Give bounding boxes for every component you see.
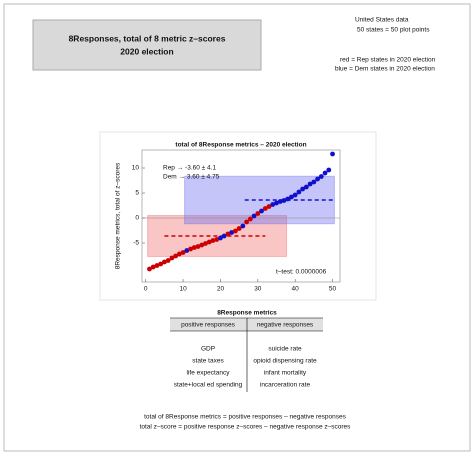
point: [285, 196, 291, 202]
y-tick-label: 5: [135, 190, 139, 197]
point: [240, 223, 246, 229]
point: [203, 241, 208, 246]
point: [214, 237, 220, 242]
y-axis-label: 8Response metrics, total of z–scores: [115, 162, 122, 269]
point: [274, 200, 279, 206]
point: [318, 174, 324, 179]
plot: 0 10 20 30 40 50 -5 0 5 10: [132, 149, 341, 293]
table-cell: suicide rate: [268, 346, 302, 353]
point: [326, 167, 332, 173]
annotation: Dem → 3.60 ± 4.75: [163, 174, 220, 181]
point: [225, 231, 231, 237]
point: [259, 208, 264, 214]
point: [296, 189, 302, 195]
table-header-bg: [170, 318, 323, 331]
header-box: [32, 19, 262, 71]
point: [266, 204, 272, 209]
point: [176, 251, 182, 257]
point: [150, 264, 156, 270]
note: United States data: [355, 17, 409, 24]
point: [300, 186, 306, 192]
point: [289, 194, 294, 200]
table-body: GDP suicide rate state taxes opioid dispens…: [174, 346, 317, 389]
point: [154, 263, 160, 268]
header-line: 2020 election: [120, 46, 173, 56]
point: [191, 245, 197, 250]
table-cell: state taxes: [192, 358, 224, 365]
y-tick-label: -5: [133, 240, 139, 247]
point: [180, 250, 186, 255]
point: [277, 199, 283, 204]
note: red = Rep states in 2020 election: [340, 57, 436, 64]
point: [188, 246, 193, 252]
footer-line: total z–score = positive response z–scor…: [140, 424, 352, 431]
x-tick-label: 40: [292, 286, 300, 293]
point: [315, 176, 320, 182]
point: [262, 206, 268, 211]
table-cell: life expectancy: [187, 370, 231, 377]
note: 50 states = 50 plot points: [357, 27, 430, 34]
point: [307, 181, 313, 187]
point: [311, 179, 317, 185]
point: [322, 170, 328, 176]
point: [232, 228, 238, 234]
point: [162, 259, 167, 265]
point: [184, 248, 190, 253]
y-tick-label: 0: [135, 215, 139, 222]
point: [281, 198, 287, 203]
table-cell: opioid dispensing rate: [253, 358, 317, 365]
table-header: negative responses: [257, 322, 314, 329]
point: [147, 266, 152, 272]
header-line: 8Responses, total of 8 metric z–scores: [69, 33, 226, 43]
point: [244, 219, 250, 225]
table-cell: infant mortality: [264, 370, 307, 377]
table-cell: incarceration rate: [260, 382, 311, 389]
note: blue = Dem states in 2020 election: [335, 66, 435, 73]
point: [229, 230, 235, 235]
table-header: positive responses: [181, 322, 236, 329]
table-cell: GDP: [201, 346, 215, 353]
annotation: Rep → -3.60 ± 4.1: [163, 165, 216, 172]
chart-frame: [99, 131, 377, 301]
y-tick-label: 10: [132, 165, 140, 172]
point: [251, 213, 257, 219]
point: [221, 233, 227, 239]
point: [173, 253, 179, 259]
footer-line: total of 8Response metrics = positive re…: [144, 414, 347, 421]
annotation: t–test: 0.0000006: [276, 269, 327, 276]
plot-frame: [141, 149, 341, 283]
point: [165, 258, 171, 263]
point: [247, 216, 253, 222]
x-tick-label: 30: [254, 286, 262, 293]
point: [169, 255, 175, 261]
point: [236, 226, 242, 231]
x-tick-label: 50: [329, 286, 337, 293]
point: [270, 202, 276, 207]
x-tick-label: 20: [217, 286, 225, 293]
point: [303, 184, 309, 190]
point: [158, 261, 164, 267]
point: [255, 211, 261, 216]
x-tick-label: 10: [179, 286, 187, 293]
table-cell: state+local ed spending: [174, 382, 243, 389]
point: [199, 242, 205, 248]
point: [206, 239, 212, 245]
point: [292, 192, 298, 198]
point: [330, 151, 335, 157]
point: [218, 235, 223, 241]
x-tick-label: 0: [144, 286, 148, 293]
point: [195, 244, 201, 249]
chart-title: total of 8Response metrics – 2020 electi…: [175, 142, 306, 149]
table-title: 8Response metrics: [217, 310, 277, 317]
point: [210, 238, 216, 243]
